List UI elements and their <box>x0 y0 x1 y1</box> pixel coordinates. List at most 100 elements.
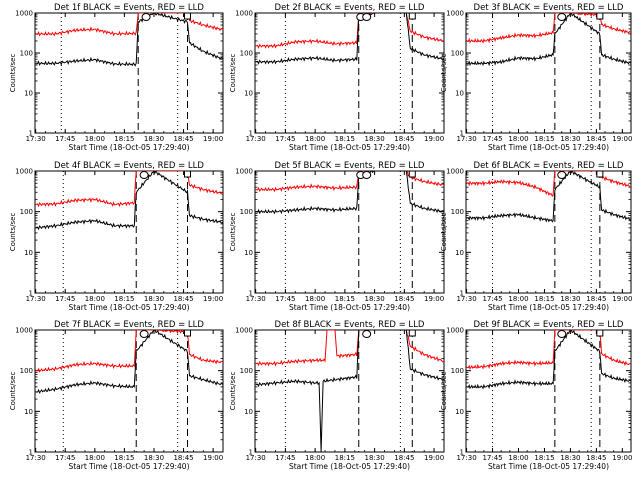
y-tick-label: 100 <box>20 208 33 216</box>
y-axis-label: Counts/sec <box>229 54 237 93</box>
y-tick-label: 100 <box>20 367 33 375</box>
x-tick-label: 18:00 <box>305 135 325 143</box>
x-axis-label: Start Time (18-Oct-05 17:29:40) <box>68 303 189 312</box>
x-tick-label: 18:00 <box>305 295 325 303</box>
x-tick-label: 18:15 <box>534 135 554 143</box>
x-tick-label: 17:30 <box>456 295 476 303</box>
panel-title: Det 9f BLACK = Events, RED = LLD <box>474 320 624 330</box>
y-tick-label: 100 <box>451 50 464 58</box>
series-events-line <box>35 13 223 67</box>
y-tick-label: 10 <box>24 90 33 98</box>
y-tick-label: 1000 <box>235 10 253 18</box>
x-tick-label: 17:45 <box>55 135 75 143</box>
x-tick-label: 17:45 <box>55 454 75 462</box>
x-tick-label: 18:45 <box>586 295 606 303</box>
series-lld-line <box>35 330 223 373</box>
x-tick-label: 17:30 <box>456 135 476 143</box>
axes-frame <box>465 170 632 294</box>
y-axis-label: Counts/sec <box>9 54 17 93</box>
x-tick-label: 18:45 <box>173 295 193 303</box>
x-tick-label: 19:00 <box>424 295 444 303</box>
y-tick-label: 1000 <box>15 168 33 176</box>
y-axis-label: Counts/sec <box>229 213 237 252</box>
series-events-line <box>466 171 631 223</box>
y-tick-label: 100 <box>451 367 464 375</box>
y-tick-label: 1000 <box>15 10 33 18</box>
axes-frame <box>254 170 445 294</box>
panel-title: Det 5f BLACK = Events, RED = LLD <box>275 161 425 171</box>
panel-det-2: Det 2f BLACK = Events, RED = LLD 17:30 17:… <box>229 3 445 152</box>
x-tick-label: 18:30 <box>560 454 580 462</box>
x-tick-label: 18:45 <box>173 135 193 143</box>
x-tick-label: 17:45 <box>55 295 75 303</box>
y-axis-label: Counts/sec <box>440 372 448 411</box>
y-tick-label: 10 <box>244 90 253 98</box>
x-tick-label: 18:45 <box>173 454 193 462</box>
y-tick-label: 1 <box>249 290 253 298</box>
y-tick-label: 1 <box>460 130 464 138</box>
panel-det-3: Det 3f BLACK = Events, RED = LLD 17:30 17:… <box>440 3 632 152</box>
x-tick-label: 19:00 <box>612 454 632 462</box>
panel-det-5: Det 5f BLACK = Events, RED = LLD 17:30 17:… <box>229 161 445 312</box>
x-tick-label: 18:30 <box>560 135 580 143</box>
x-axis-label: Start Time (18-Oct-05 17:29:40) <box>68 462 189 471</box>
x-tick-label: 18:30 <box>144 295 164 303</box>
panel-title: Det 8f BLACK = Events, RED = LLD <box>275 320 425 330</box>
y-tick-label: 1 <box>249 130 253 138</box>
x-tick-label: 18:30 <box>144 454 164 462</box>
x-tick-label: 18:30 <box>144 135 164 143</box>
series-lld-line <box>466 171 631 198</box>
y-axis-label: Counts/sec <box>9 213 17 252</box>
series-events-line <box>255 13 444 65</box>
y-axis-label: Counts/sec <box>440 213 448 252</box>
x-tick-label: 17:45 <box>482 454 502 462</box>
panel-title: Det 7f BLACK = Events, RED = LLD <box>54 320 204 330</box>
y-tick-label: 10 <box>244 249 253 257</box>
flag-circle-marker <box>362 330 372 338</box>
x-axis-label: Start Time (18-Oct-05 17:29:40) <box>488 143 609 152</box>
y-tick-label: 10 <box>455 408 464 416</box>
series-lld-line <box>255 171 444 193</box>
x-tick-label: 18:30 <box>560 295 580 303</box>
x-tick-label: 18:00 <box>85 135 105 143</box>
y-tick-label: 1 <box>29 130 33 138</box>
y-tick-label: 1000 <box>235 327 253 335</box>
panel-title: Det 2f BLACK = Events, RED = LLD <box>275 3 425 13</box>
x-tick-label: 19:00 <box>203 295 223 303</box>
x-tick-label: 18:15 <box>534 454 554 462</box>
series-events-line <box>255 171 444 215</box>
x-tick-label: 18:15 <box>335 135 355 143</box>
axes-frame <box>34 329 224 453</box>
x-tick-label: 18:15 <box>114 454 134 462</box>
y-tick-label: 100 <box>240 208 253 216</box>
x-tick-label: 18:15 <box>114 135 134 143</box>
series-lld-line <box>255 330 444 367</box>
axes-frame <box>465 12 632 134</box>
axes-frame <box>34 170 224 294</box>
y-tick-label: 10 <box>24 249 33 257</box>
y-tick-label: 1000 <box>446 10 464 18</box>
y-tick-label: 10 <box>455 90 464 98</box>
x-tick-label: 17:45 <box>275 135 295 143</box>
flag-square-marker <box>596 170 604 178</box>
panel-title: Det 3f BLACK = Events, RED = LLD <box>474 3 624 13</box>
series-lld-line <box>35 171 223 208</box>
y-tick-label: 1 <box>249 449 253 457</box>
flag-square-marker <box>596 12 604 20</box>
y-tick-label: 1000 <box>446 327 464 335</box>
y-axis-label: Counts/sec <box>229 372 237 411</box>
x-tick-label: 17:45 <box>275 454 295 462</box>
axes-frame <box>465 329 632 453</box>
x-tick-label: 18:00 <box>85 454 105 462</box>
x-axis-label: Start Time (18-Oct-05 17:29:40) <box>68 143 189 152</box>
axes-frame <box>254 12 445 134</box>
x-tick-label: 18:00 <box>85 295 105 303</box>
y-tick-label: 1 <box>460 290 464 298</box>
series-events-line <box>255 330 444 452</box>
x-tick-label: 18:30 <box>365 295 385 303</box>
series-events-line <box>466 13 631 67</box>
y-tick-label: 1000 <box>446 168 464 176</box>
series-events-line <box>35 330 223 394</box>
axes-frame <box>34 12 224 134</box>
